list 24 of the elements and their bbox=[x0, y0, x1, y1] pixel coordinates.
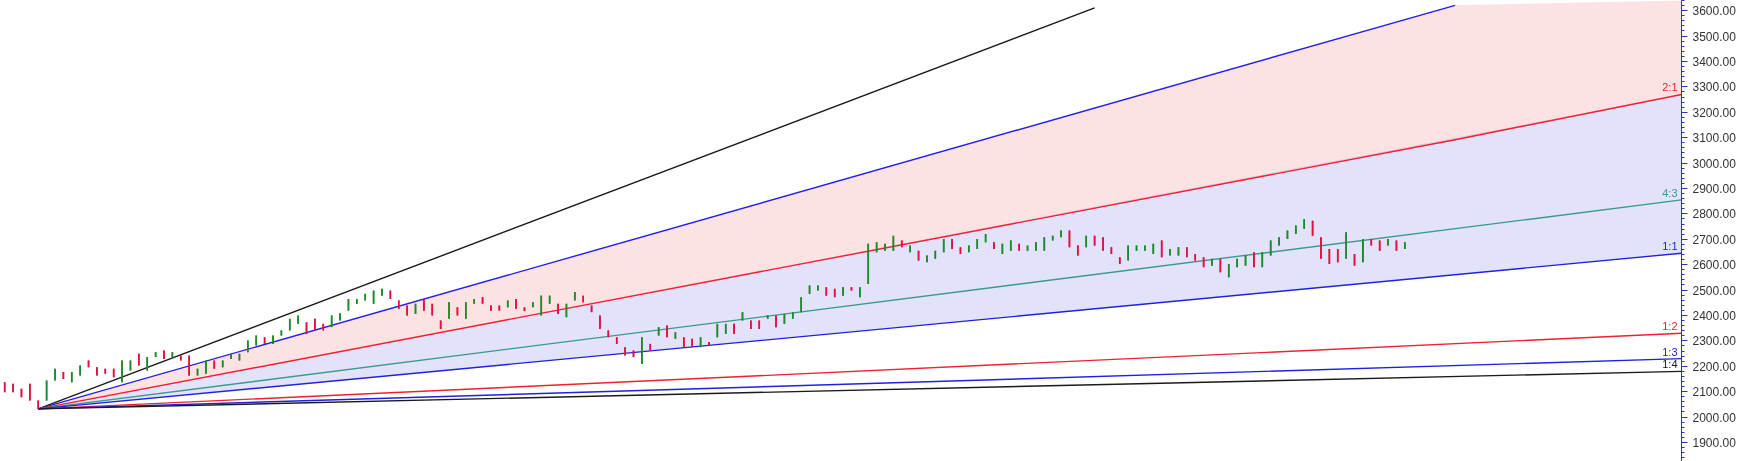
y-tick-label: 2500.00 bbox=[1692, 283, 1737, 298]
y-tick-label: 2900.00 bbox=[1692, 181, 1737, 196]
y-tick-label: 3100.00 bbox=[1692, 131, 1737, 146]
y-tick-label: 2100.00 bbox=[1692, 385, 1737, 400]
y-tick-label: 2000.00 bbox=[1692, 410, 1737, 425]
y-tick-label: 3500.00 bbox=[1692, 29, 1737, 44]
y-tick-label: 2300.00 bbox=[1692, 334, 1737, 349]
series-label: 1:4 bbox=[1662, 358, 1678, 371]
y-tick-label: 2200.00 bbox=[1692, 359, 1737, 374]
series-label: 1:3 bbox=[1662, 345, 1678, 358]
series-label: 1:2 bbox=[1662, 320, 1678, 333]
series-label: 2:1 bbox=[1662, 81, 1678, 94]
y-tick-label: 2700.00 bbox=[1692, 232, 1737, 247]
y-tick-label: 2800.00 bbox=[1692, 207, 1737, 222]
y-tick-label: 2600.00 bbox=[1692, 258, 1737, 273]
series-label: 1:1 bbox=[1662, 240, 1678, 253]
y-tick-label: 3200.00 bbox=[1692, 105, 1737, 120]
y-tick-label: 3600.00 bbox=[1692, 4, 1737, 19]
y-tick-label: 2400.00 bbox=[1692, 308, 1737, 323]
series-label: 4:3 bbox=[1662, 186, 1678, 199]
y-tick-label: 3400.00 bbox=[1692, 54, 1737, 69]
y-tick-label: 3000.00 bbox=[1692, 156, 1737, 171]
y-tick-label: 1900.00 bbox=[1692, 435, 1737, 450]
y-tick-label: 3300.00 bbox=[1692, 80, 1737, 95]
